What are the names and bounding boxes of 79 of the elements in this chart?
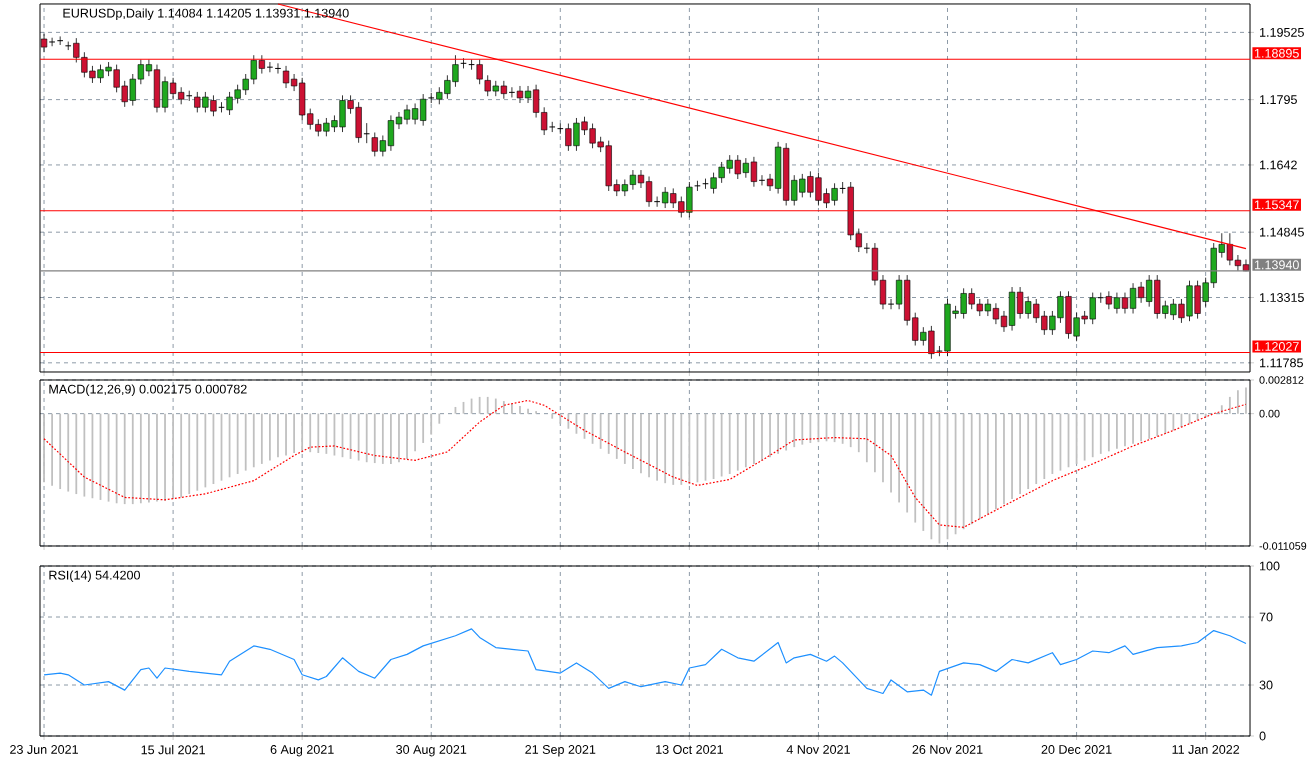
candlestick <box>282 65 290 89</box>
candlestick <box>1129 282 1137 314</box>
candlestick <box>452 54 459 88</box>
candlestick <box>1194 280 1201 320</box>
candlestick <box>1137 281 1145 304</box>
candlestick <box>476 59 483 85</box>
line-series <box>43 399 1247 528</box>
candlestick <box>1033 298 1040 324</box>
candlestick <box>516 85 524 104</box>
candlestick <box>323 117 330 137</box>
candlestick <box>1113 292 1121 314</box>
candlestick <box>589 123 596 149</box>
candlestick <box>1146 274 1153 308</box>
candlestick <box>928 325 935 360</box>
candlestick <box>944 298 951 357</box>
candlestick <box>355 101 362 144</box>
candlestick <box>742 157 749 179</box>
candlestick <box>670 188 677 209</box>
candlestick <box>274 62 282 74</box>
candlestick <box>734 154 741 180</box>
candlestick <box>629 169 637 191</box>
candlestick <box>992 302 1000 325</box>
candlestick <box>718 161 725 184</box>
candlestick <box>565 123 572 152</box>
candlestick <box>1041 310 1048 336</box>
candlestick <box>266 61 274 73</box>
candlestick <box>427 92 435 104</box>
candlestick <box>1016 286 1024 320</box>
candlestick <box>1065 290 1072 340</box>
candlestick <box>508 86 516 98</box>
candlestick <box>387 115 395 152</box>
candlestick <box>484 74 491 97</box>
candlestick <box>799 173 806 198</box>
candlestick <box>1121 292 1129 314</box>
candlestick <box>831 182 838 206</box>
candlestick <box>605 140 612 192</box>
candlestick <box>710 172 717 194</box>
line-series <box>43 628 1247 696</box>
candlestick <box>161 76 169 113</box>
candlestick <box>403 104 411 125</box>
candlestick <box>371 132 378 157</box>
candlestick <box>185 90 193 102</box>
candlestick <box>807 170 814 198</box>
candlestick <box>750 156 758 188</box>
candlestick <box>662 186 669 209</box>
candlestick <box>774 141 782 194</box>
candlestick <box>339 94 346 133</box>
candlestick <box>234 84 241 104</box>
candlestick <box>97 64 104 84</box>
candlestick <box>48 37 56 47</box>
candlestick <box>1170 298 1177 321</box>
candlestick <box>81 51 88 78</box>
candlestick <box>847 181 854 241</box>
candlestick <box>258 54 265 74</box>
candlestick <box>194 91 201 113</box>
candlestick <box>250 54 257 85</box>
candlestick <box>1186 280 1193 322</box>
candlestick <box>56 36 64 46</box>
candlestick <box>1025 296 1032 320</box>
candlestick <box>573 117 580 152</box>
candlestick <box>169 77 177 100</box>
candlestick <box>64 41 72 51</box>
candlestick <box>1226 232 1233 266</box>
candlestick <box>420 93 427 127</box>
candlestick <box>153 64 161 113</box>
candlestick <box>960 287 967 320</box>
candlestick <box>226 91 233 116</box>
candlestick <box>299 77 306 121</box>
candlestick <box>202 91 209 113</box>
candlestick <box>726 154 733 174</box>
candlestick <box>1089 292 1096 325</box>
candlestick <box>1154 274 1161 320</box>
candlestick <box>968 287 975 310</box>
candlestick <box>815 172 822 206</box>
candlestick <box>686 181 693 218</box>
candlestick <box>210 94 217 117</box>
candlestick <box>411 103 419 125</box>
candlestick <box>1008 286 1016 331</box>
candlestick <box>645 176 653 208</box>
